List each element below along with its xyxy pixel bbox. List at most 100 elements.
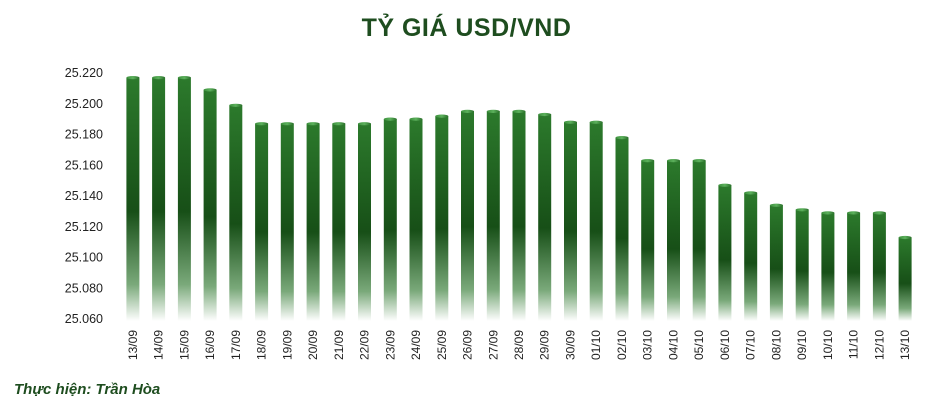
bar bbox=[461, 111, 474, 322]
x-tick-label: 01/10 bbox=[589, 330, 603, 360]
x-tick-label: 13/09 bbox=[126, 330, 140, 360]
bar-cap bbox=[177, 76, 191, 80]
x-tick-label: 24/09 bbox=[409, 330, 423, 360]
bar bbox=[229, 105, 243, 321]
bar-cap bbox=[718, 183, 732, 187]
bar bbox=[564, 122, 577, 321]
y-tick-label: 25.160 bbox=[65, 158, 103, 172]
x-tick-label: 18/09 bbox=[255, 330, 269, 360]
bar bbox=[667, 160, 680, 321]
bar-cap bbox=[435, 114, 449, 118]
bar-cap bbox=[461, 109, 474, 113]
bar bbox=[332, 123, 346, 321]
bar bbox=[203, 89, 217, 322]
x-tick-label: 23/09 bbox=[383, 330, 397, 360]
y-tick-label: 25.200 bbox=[65, 97, 103, 111]
y-axis: 25.060 25.080 25.100 25.120 25.140 25.160 25.1… bbox=[65, 66, 103, 326]
y-tick-label: 25.180 bbox=[65, 128, 103, 142]
x-tick-label: 06/10 bbox=[718, 330, 732, 360]
bar-cap bbox=[564, 120, 577, 124]
bar bbox=[486, 111, 500, 322]
bar bbox=[872, 212, 886, 321]
y-tick-label: 25.140 bbox=[65, 189, 103, 203]
bar-cap bbox=[255, 122, 269, 126]
bar bbox=[358, 123, 371, 321]
bar bbox=[795, 209, 809, 321]
y-tick-label: 25.080 bbox=[65, 281, 103, 295]
bar bbox=[126, 77, 140, 321]
bar-cap bbox=[486, 109, 500, 113]
bar-cap bbox=[512, 109, 526, 113]
bar bbox=[744, 192, 758, 321]
x-tick-label: 19/09 bbox=[280, 330, 294, 360]
x-tick-label: 29/09 bbox=[538, 330, 552, 360]
bar-series bbox=[126, 76, 912, 322]
bar-cap bbox=[589, 120, 603, 124]
x-tick-label: 27/09 bbox=[486, 330, 500, 360]
y-tick-label: 25.220 bbox=[65, 66, 103, 80]
x-tick-label: 14/09 bbox=[152, 330, 166, 360]
bar bbox=[435, 116, 449, 321]
x-tick-label: 22/09 bbox=[358, 330, 372, 360]
bar-cap bbox=[358, 122, 371, 126]
x-axis: 13/09 14/09 15/09 16/09 17/09 18/09 19/09 20/09… bbox=[126, 330, 912, 360]
bar-cap bbox=[409, 117, 423, 121]
y-tick-label: 25.060 bbox=[65, 312, 103, 326]
bar bbox=[255, 123, 269, 321]
x-tick-label: 11/10 bbox=[847, 330, 861, 359]
bar-cap bbox=[795, 208, 809, 212]
bar-cap bbox=[744, 191, 758, 195]
bar-cap bbox=[306, 122, 320, 126]
bar bbox=[615, 137, 629, 321]
bar bbox=[589, 122, 603, 321]
bar-cap bbox=[538, 112, 552, 117]
bar-cap bbox=[615, 136, 629, 140]
x-tick-label: 20/09 bbox=[306, 330, 320, 360]
x-tick-label: 03/10 bbox=[641, 330, 655, 360]
bar bbox=[641, 160, 655, 321]
x-tick-label: 26/09 bbox=[461, 330, 475, 360]
bar bbox=[769, 205, 783, 321]
bar-cap bbox=[152, 76, 166, 80]
x-tick-label: 04/10 bbox=[667, 330, 681, 360]
bar bbox=[383, 119, 397, 321]
bar bbox=[512, 111, 526, 322]
x-tick-label: 12/10 bbox=[872, 330, 886, 360]
x-tick-label: 15/09 bbox=[177, 330, 191, 360]
bar bbox=[821, 212, 835, 321]
x-tick-label: 16/09 bbox=[203, 330, 217, 360]
y-tick-label: 25.120 bbox=[65, 220, 103, 234]
x-tick-label: 09/10 bbox=[795, 330, 809, 360]
y-tick-label: 25.100 bbox=[65, 251, 103, 265]
x-tick-label: 17/09 bbox=[229, 330, 243, 360]
x-tick-label: 25/09 bbox=[435, 330, 449, 360]
bar-cap bbox=[847, 211, 861, 215]
bar bbox=[538, 114, 552, 321]
bar-cap bbox=[383, 117, 397, 121]
x-tick-label: 08/10 bbox=[769, 330, 783, 360]
x-tick-label: 05/10 bbox=[692, 330, 706, 360]
bar-cap bbox=[229, 103, 243, 107]
bar-cap bbox=[769, 203, 783, 207]
bar bbox=[306, 123, 320, 321]
bar-cap bbox=[126, 76, 140, 80]
x-tick-label: 28/09 bbox=[512, 330, 526, 360]
bar bbox=[847, 212, 861, 321]
bar-cap bbox=[667, 159, 680, 163]
credit-text: Thực hiện: Trần Hòa bbox=[14, 381, 161, 398]
x-tick-label: 10/10 bbox=[821, 330, 835, 360]
bar bbox=[280, 123, 294, 321]
bar bbox=[692, 160, 706, 321]
bar bbox=[718, 185, 732, 321]
bar-cap bbox=[641, 159, 655, 163]
x-tick-label: 30/09 bbox=[564, 330, 578, 360]
bar-cap bbox=[692, 159, 706, 163]
bar-cap bbox=[898, 235, 912, 240]
x-tick-label: 21/09 bbox=[332, 330, 346, 360]
x-tick-label: 07/10 bbox=[744, 330, 758, 360]
bar bbox=[152, 77, 166, 321]
bar-cap bbox=[872, 211, 886, 215]
chart-title: TỶ GIÁ USD/VND bbox=[361, 14, 572, 42]
bar-cap bbox=[203, 88, 217, 92]
